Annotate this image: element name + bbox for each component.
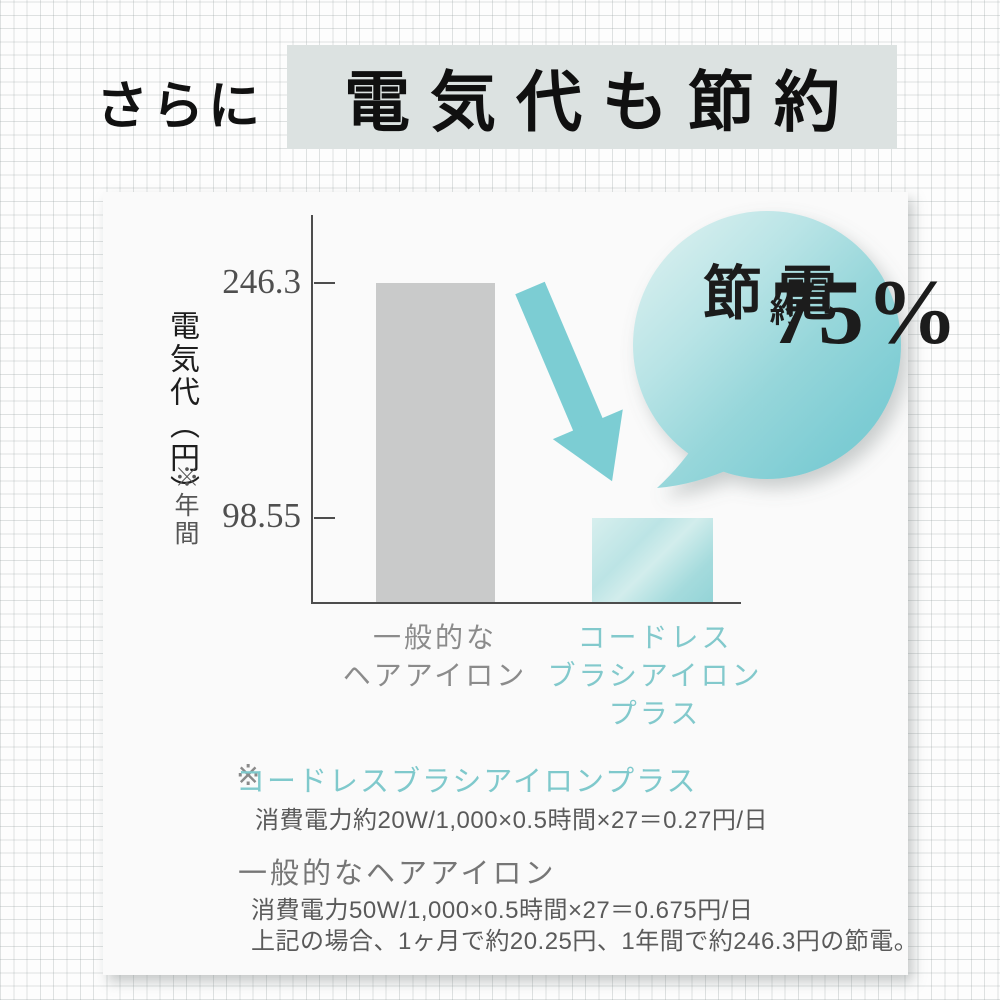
speech-bubble [633,211,901,488]
header-title-band: 電気代も節約 [287,45,897,149]
savings-badge-text: 約 75% 節電 [630,262,958,362]
badge-saving-label: 節電 [702,261,853,327]
badge-percent-value: 75% [770,261,960,363]
asterisk-mark: ※ [236,760,263,792]
y-axis-note: ※年間 [171,464,198,548]
y-axis-line [311,215,313,604]
y-tick-98 [314,517,335,519]
y-tick-246 [314,282,335,284]
y-tick-label-bottom: 98.55 [222,496,301,535]
y-tick-label-top: 246.3 [222,262,301,301]
x-axis-line [311,602,741,604]
footnote-generic-title: 一般的なヘアアイロン [238,858,557,890]
down-right-arrow-icon [515,281,623,482]
bar-label-general: 一般的な ヘアアイロン [342,623,528,692]
bar-cordless-brush-iron [592,518,713,602]
bar-label-cordless: コードレス ブラシアイロン プラス [547,623,763,730]
header-lead-text: さらに [96,79,265,136]
badge-approx-label: 約 [770,294,801,329]
page-title: 電気代も節約 [344,67,860,140]
y-axis-title: 電気代（円） [165,310,198,508]
chart-card: 246.3 98.55 電気代（円） ※年間 一般的な ヘアアイロン コードレス… [103,192,958,975]
footnote-product-calc: 消費電力約20W/1,000×0.5時間×27＝0.27円/日 [255,807,769,834]
bar-general-hair-iron [376,283,495,602]
chart-shapes-layer [515,211,901,488]
footnote-generic-summary: 上記の場合、1ヶ月で約20.25円、1年間で約246.3円の節電。 [251,928,919,955]
footnote-generic-calc: 消費電力50W/1,000×0.5時間×27＝0.675円/日 [251,897,754,924]
